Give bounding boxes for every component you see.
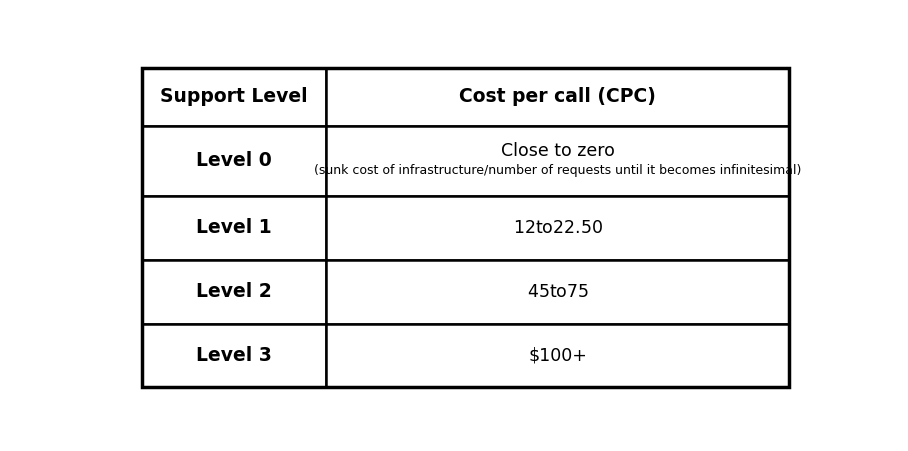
Text: $100+: $100+ [528,346,587,364]
Text: Level 1: Level 1 [196,218,271,237]
Bar [142,68,326,125]
Bar [326,125,789,196]
Text: Support Level: Support Level [160,87,308,106]
Bar [326,260,789,324]
Bar [326,68,789,125]
Bar [326,324,789,387]
Text: Level 0: Level 0 [196,151,271,170]
Bar [142,260,326,324]
Text: $45 to $75: $45 to $75 [527,283,588,301]
Text: $12 to $22.50: $12 to $22.50 [512,219,603,237]
Bar [326,196,789,260]
Bar [142,196,326,260]
Text: Level 2: Level 2 [196,282,271,301]
Text: Cost per call (CPC): Cost per call (CPC) [459,87,656,106]
Text: Level 3: Level 3 [196,346,271,365]
Text: Close to zero: Close to zero [500,142,615,160]
Bar [142,324,326,387]
Bar [142,125,326,196]
Text: (sunk cost of infrastructure/number of requests until it becomes infinitesimal): (sunk cost of infrastructure/number of r… [314,164,801,177]
